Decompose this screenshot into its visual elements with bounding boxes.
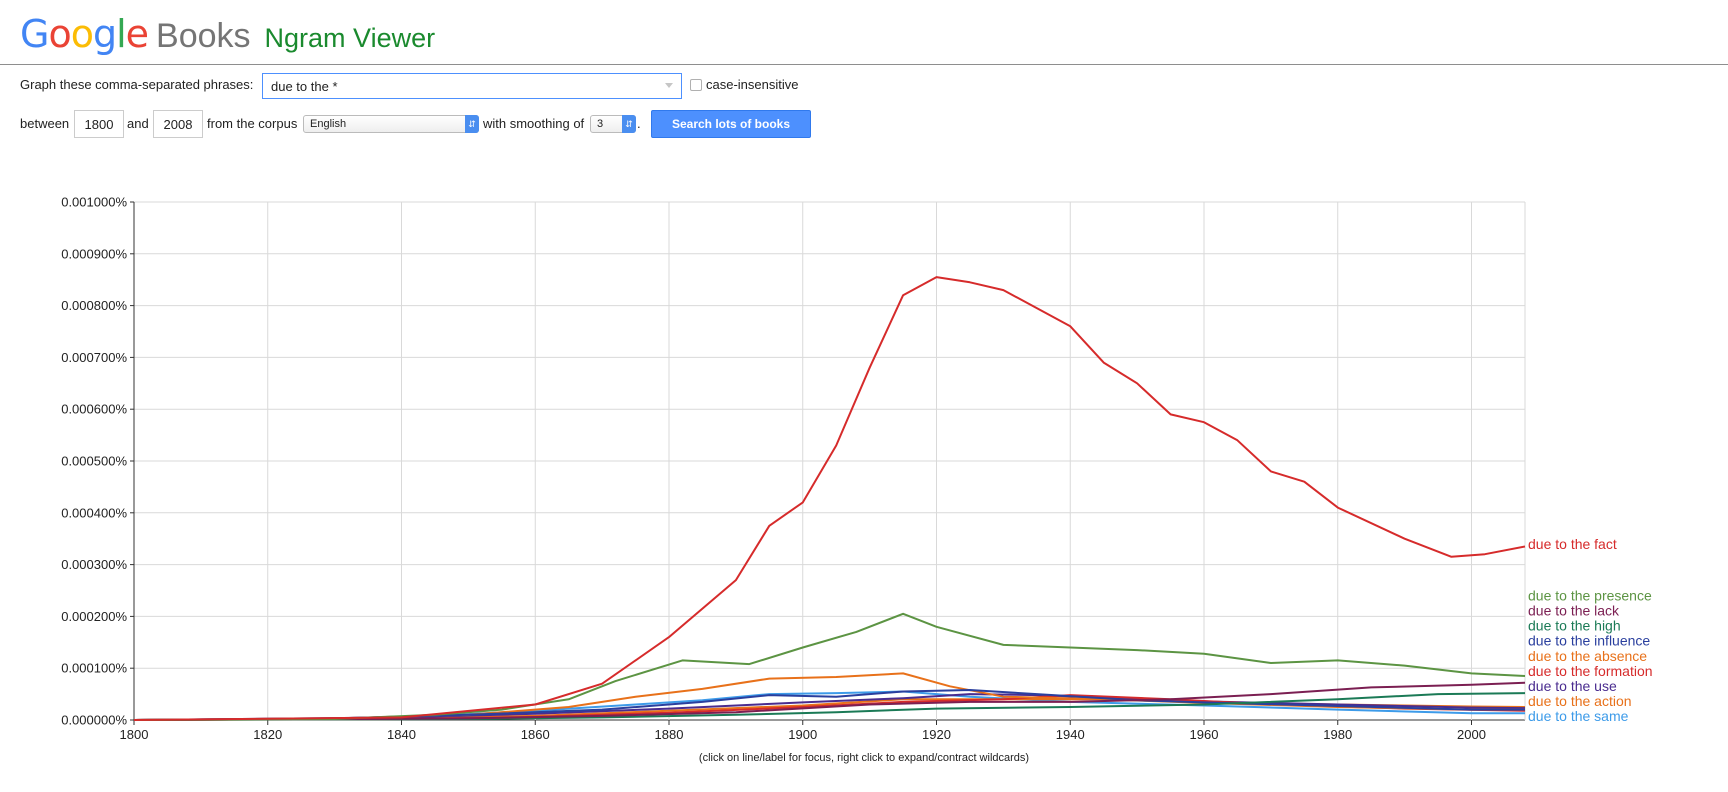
y-tick-label: 0.000000% xyxy=(61,713,127,728)
start-year-input[interactable]: 1800 xyxy=(74,110,124,138)
series-label[interactable]: due to the same xyxy=(1528,708,1629,724)
y-tick-label: 0.000600% xyxy=(61,402,127,417)
y-axis: 0.000000% 0.000100% 0.000200% 0.000300% 0.00… xyxy=(61,195,134,728)
smoothing-label: with smoothing of xyxy=(483,116,585,131)
logo-letter: o xyxy=(70,12,94,56)
chart-series[interactable] xyxy=(133,276,1526,721)
series-label[interactable]: due to the absence xyxy=(1528,648,1647,664)
x-tick-label: 1960 xyxy=(1190,727,1219,742)
x-tick-label: 1940 xyxy=(1056,727,1085,742)
header-divider xyxy=(0,64,1728,65)
y-tick-label: 0.000800% xyxy=(61,298,127,313)
phrases-input-value: due to the * xyxy=(271,78,338,94)
chevron-down-icon[interactable] xyxy=(665,83,673,88)
phrases-label: Graph these comma-separated phrases: xyxy=(20,77,254,92)
x-tick-label: 1880 xyxy=(655,727,684,742)
logo-letter: G xyxy=(20,12,49,56)
corpus-select[interactable]: English ⇵ xyxy=(303,115,479,133)
y-tick-label: 0.000300% xyxy=(61,557,127,572)
smoothing-period: . xyxy=(637,116,641,131)
y-tick-label: 0.000700% xyxy=(61,350,127,365)
y-tick-label: 0.000200% xyxy=(61,609,127,624)
x-tick-label: 2000 xyxy=(1457,727,1486,742)
corpus-select-value: English xyxy=(310,118,347,130)
end-year-input[interactable]: 2008 xyxy=(153,110,203,138)
x-tick-label: 1820 xyxy=(253,727,282,742)
search-button[interactable]: Search lots of books xyxy=(651,110,811,138)
y-tick-label: 0.000500% xyxy=(61,454,127,469)
x-tick-label: 1900 xyxy=(788,727,817,742)
series-label[interactable]: due to the use xyxy=(1528,678,1617,694)
series-line[interactable] xyxy=(133,681,1526,721)
series-label[interactable]: due to the lack xyxy=(1528,603,1620,619)
google-wordmark: Google xyxy=(20,12,149,56)
series-line[interactable] xyxy=(133,693,1526,721)
series-label[interactable]: due to the presence xyxy=(1528,588,1652,604)
books-wordmark: Books xyxy=(156,17,251,55)
series-line[interactable] xyxy=(133,692,1526,721)
x-tick-label: 1980 xyxy=(1323,727,1352,742)
logo-letter: l xyxy=(116,12,127,56)
chart-grid xyxy=(133,201,1526,721)
google-books-logo[interactable]: Google Books Ngram Viewer xyxy=(20,12,435,58)
case-insensitive-label[interactable]: case-insensitive xyxy=(706,77,799,92)
y-tick-label: 0.001000% xyxy=(61,195,127,210)
chart-footnote: (click on line/label for focus, right cl… xyxy=(698,752,1030,764)
y-tick-label: 0.000400% xyxy=(61,505,127,520)
ngram-chart: 0.000000% 0.000100% 0.000200% 0.000300% 0.00… xyxy=(61,195,1653,743)
series-label[interactable]: due to the high xyxy=(1528,618,1621,634)
series-label[interactable]: due to the influence xyxy=(1528,633,1650,649)
x-tick-label: 1840 xyxy=(387,727,416,742)
series-label[interactable]: due to the action xyxy=(1528,693,1632,709)
y-tick-label: 0.000900% xyxy=(61,246,127,261)
select-arrows-icon: ⇵ xyxy=(622,115,636,133)
series-label[interactable]: due to the fact xyxy=(1528,536,1617,552)
case-insensitive-checkbox[interactable] xyxy=(690,79,702,91)
y-tick-label: 0.000100% xyxy=(61,661,127,676)
phrases-input[interactable]: due to the * xyxy=(262,73,682,99)
between-label: between xyxy=(20,116,70,131)
series-line[interactable] xyxy=(133,276,1526,721)
x-axis: 1800 1820 1840 1860 1880 1900 1920 1940 1960 1980… xyxy=(120,720,1486,742)
ngram-viewer-title: Ngram Viewer xyxy=(264,23,436,53)
x-tick-label: 1800 xyxy=(120,727,149,742)
logo-letter: g xyxy=(92,12,117,56)
logo-letter: e xyxy=(125,12,149,56)
series-line[interactable] xyxy=(133,689,1525,721)
logo-letter: o xyxy=(48,12,71,56)
series-label[interactable]: due to the formation xyxy=(1528,663,1653,679)
select-arrows-icon: ⇵ xyxy=(465,115,479,133)
corpus-label: from the corpus xyxy=(207,116,298,131)
and-label: and xyxy=(127,116,149,131)
x-tick-label: 1920 xyxy=(922,727,951,742)
x-tick-label: 1860 xyxy=(521,727,550,742)
smoothing-select[interactable]: 3 ⇵ xyxy=(590,115,636,133)
smoothing-select-value: 3 xyxy=(597,118,604,130)
